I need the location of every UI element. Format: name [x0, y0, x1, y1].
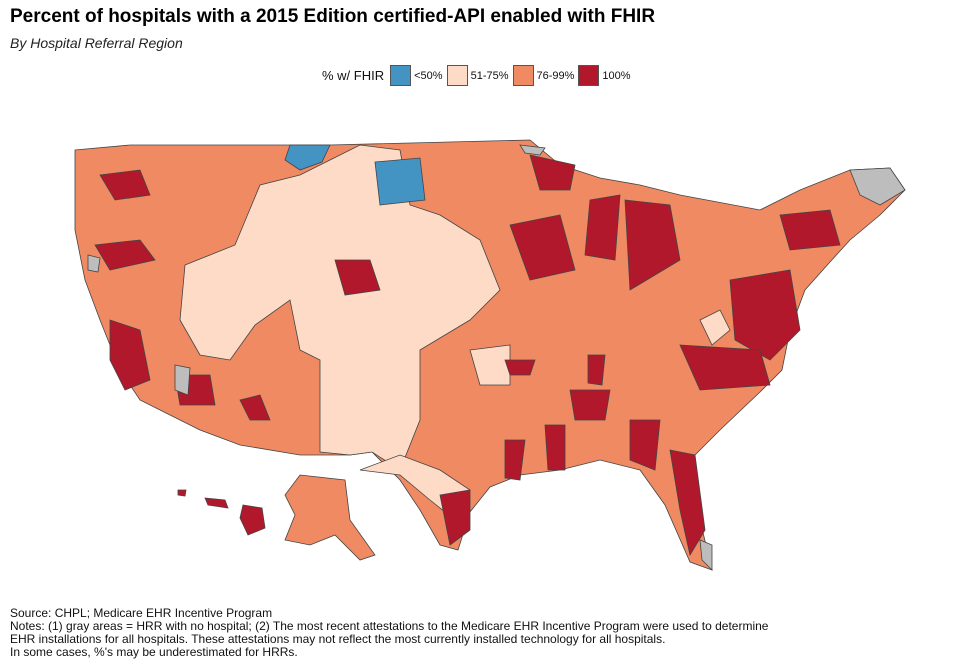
region-blue-dakota — [374, 157, 426, 206]
region-light-south — [469, 344, 511, 386]
region-red — [729, 269, 801, 361]
region-red — [99, 169, 151, 201]
legend-label: <50% — [414, 69, 443, 82]
region-red — [509, 214, 576, 281]
legend: % w/ FHIR <50% 51-75% 76-99% 100% — [322, 65, 635, 86]
notes-line: Notes: (1) gray areas = HRR with no hosp… — [10, 619, 769, 633]
notes-line: In some cases, %'s may be underestimated… — [10, 645, 298, 659]
legend-swatch — [390, 65, 412, 86]
region-gray — [699, 539, 713, 571]
region-gray — [87, 254, 101, 273]
legend-swatch — [512, 65, 534, 86]
legend-label: 100% — [602, 69, 631, 82]
regions-100-percent — [94, 154, 841, 557]
region-red — [504, 359, 536, 376]
legend-swatch — [446, 65, 468, 86]
regions-no-hospital — [87, 144, 906, 571]
map-subtitle: By Hospital Referral Region — [10, 35, 183, 51]
region-blue-montana — [284, 144, 331, 171]
region-red — [544, 424, 566, 471]
region-red — [239, 504, 266, 536]
region-red — [584, 194, 621, 261]
legend-item-76-99: 76-99% — [512, 65, 575, 86]
legend-swatch — [578, 65, 600, 86]
notes: Source: CHPL; Medicare EHR Incentive Pro… — [10, 607, 768, 659]
region-red — [94, 239, 156, 271]
region-red — [529, 154, 576, 191]
region-red — [334, 259, 381, 296]
legend-label: 51-75% — [470, 69, 509, 82]
map-title: Percent of hospitals with a 2015 Edition… — [10, 6, 656, 27]
region-gray — [519, 144, 546, 156]
region-red — [239, 394, 271, 421]
region-red — [629, 419, 661, 471]
region-hawaii — [177, 489, 266, 536]
region-red — [504, 439, 526, 481]
region-red — [587, 354, 606, 386]
region-red — [439, 489, 471, 546]
region-red — [177, 489, 187, 497]
notes-line: EHR installations for all hospitals. The… — [10, 632, 666, 646]
region-red — [679, 344, 771, 391]
region-red — [779, 209, 841, 251]
choropleth-map — [74, 139, 906, 571]
region-alaska — [284, 474, 376, 561]
region-gray — [174, 364, 191, 396]
region-light-west — [179, 144, 501, 471]
legend-item-51-75: 51-75% — [446, 65, 509, 86]
region-red — [624, 199, 681, 291]
legend-label: 76-99% — [536, 69, 575, 82]
region-light-ohio — [699, 309, 731, 346]
legend-title: % w/ FHIR — [322, 68, 385, 83]
source-note: Source: CHPL; Medicare EHR Incentive Pro… — [10, 606, 273, 620]
region-red — [569, 389, 611, 421]
legend-item-100: 100% — [578, 65, 631, 86]
legend-item-lt50: <50% — [390, 65, 443, 86]
region-red — [109, 319, 151, 391]
region-red — [669, 449, 706, 557]
region-red — [204, 497, 229, 509]
region-gray — [849, 167, 906, 206]
